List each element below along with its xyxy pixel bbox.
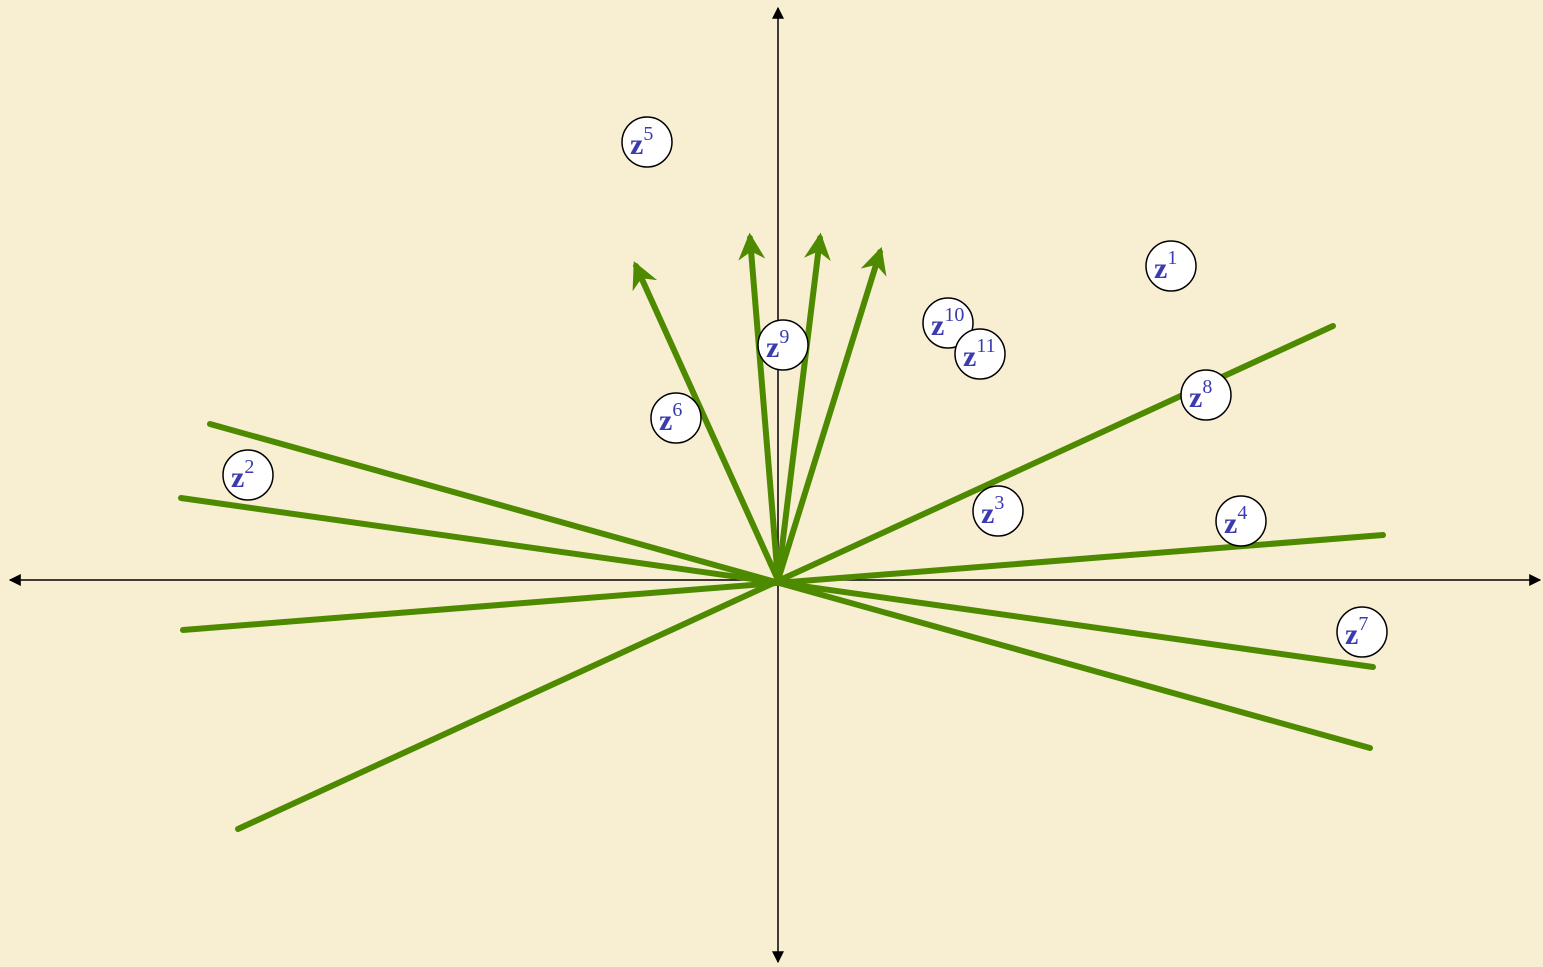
node-circle: [1145, 240, 1197, 292]
node-circle: [1180, 369, 1232, 421]
node-sup: 1: [1167, 247, 1177, 269]
arrow: [632, 261, 781, 583]
node-circle: [1215, 495, 1267, 547]
node-label: z4: [1224, 502, 1247, 540]
node-base: z: [1224, 507, 1237, 540]
line: [180, 532, 1386, 633]
node-label: z6: [659, 399, 682, 437]
node-base: z: [1345, 618, 1358, 651]
node-base: z: [1189, 381, 1202, 414]
node-base: z: [1154, 252, 1167, 285]
node: z10: [922, 297, 974, 349]
node: z8: [1180, 369, 1232, 421]
node: z1: [1145, 240, 1197, 292]
node: z9: [757, 319, 809, 371]
node-circle: [1336, 606, 1388, 658]
arrow: [775, 232, 831, 583]
node-label: z8: [1189, 376, 1212, 414]
green-lines: [178, 232, 1386, 832]
node-label: z3: [981, 492, 1004, 530]
node-sup: 3: [994, 492, 1004, 514]
node-sup: 7: [1358, 613, 1368, 635]
node: z4: [1215, 495, 1267, 547]
node-circle: [222, 449, 274, 501]
node: z7: [1336, 606, 1388, 658]
node-sup: 10: [944, 304, 964, 326]
node-circle: [650, 392, 702, 444]
node-sup: 6: [672, 399, 682, 421]
node: z3: [972, 485, 1024, 537]
node-sup: 2: [244, 456, 254, 478]
node-circle: [972, 485, 1024, 537]
node-label: z1: [1154, 247, 1177, 285]
node: z11: [954, 328, 1006, 380]
node-base: z: [963, 340, 976, 373]
node-label: z7: [1345, 613, 1368, 651]
node-sup: 5: [643, 123, 653, 145]
node-label: z9: [766, 326, 789, 364]
node-label: z2: [231, 456, 254, 494]
node-circle: [757, 319, 809, 371]
node-sup: 11: [976, 335, 995, 357]
node: z5: [621, 116, 673, 168]
node-sup: 8: [1202, 376, 1212, 398]
node-label: z11: [963, 335, 996, 373]
node-circle: [922, 297, 974, 349]
node-base: z: [766, 331, 779, 364]
node: z2: [222, 449, 274, 501]
node-sup: 9: [779, 326, 789, 348]
node-label: z10: [931, 304, 964, 342]
node-base: z: [231, 461, 244, 494]
node-sup: 4: [1237, 502, 1247, 524]
node-base: z: [659, 404, 672, 437]
node-base: z: [981, 497, 994, 530]
node-label: z5: [630, 123, 653, 161]
node-base: z: [630, 128, 643, 161]
node-circle: [954, 328, 1006, 380]
node-base: z: [931, 309, 944, 342]
node: z6: [650, 392, 702, 444]
line: [235, 323, 1336, 832]
arrow: [775, 246, 887, 583]
node-circle: [621, 116, 673, 168]
arrow: [738, 232, 781, 583]
